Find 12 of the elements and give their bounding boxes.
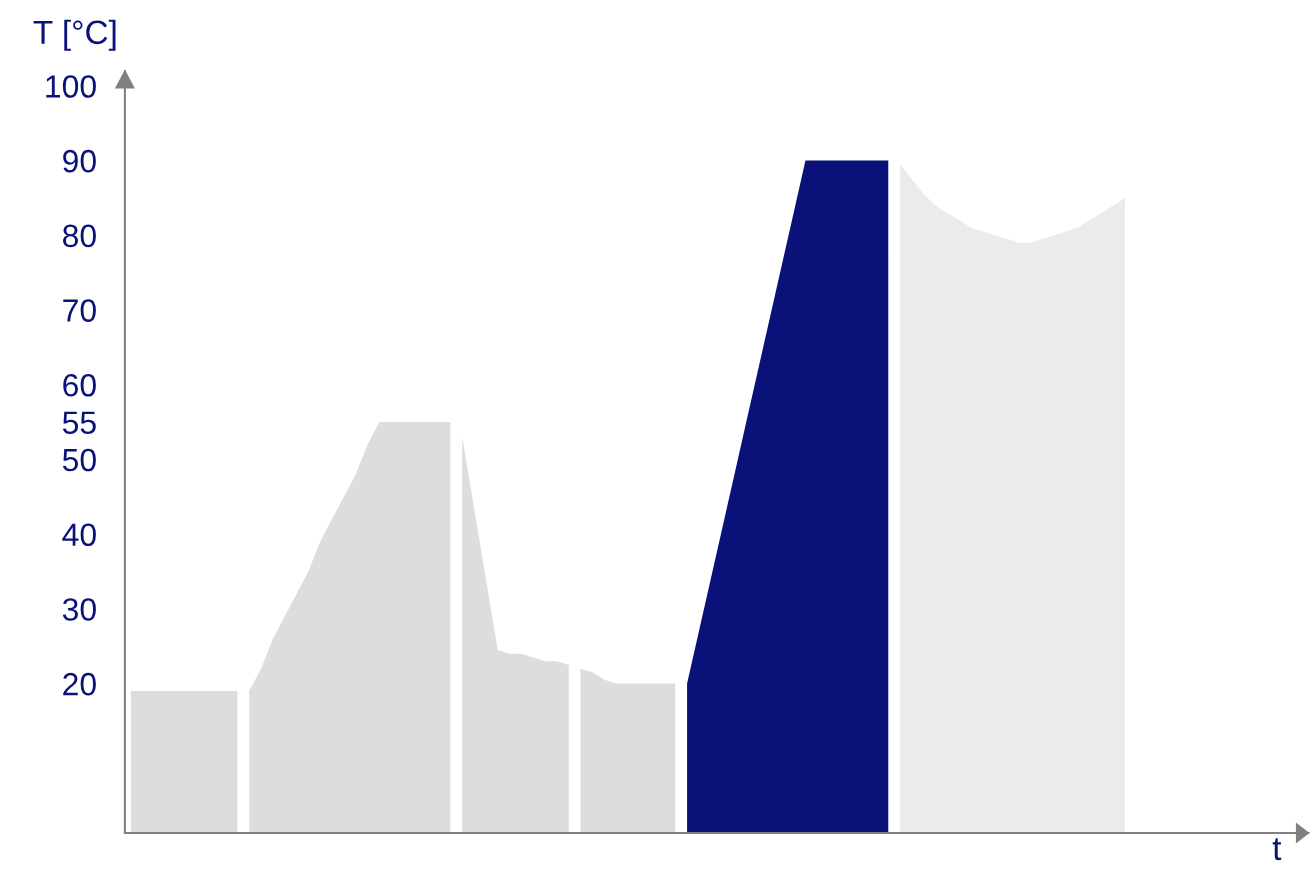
x-axis-title: t <box>1272 838 1282 861</box>
y-tick-label: 70 <box>63 299 96 322</box>
y-tick-label: 90 <box>63 149 96 173</box>
y-tick-label: 60 <box>63 373 96 397</box>
y-tick-label: 50 <box>62 448 96 472</box>
y-tick-label: 80 <box>63 224 96 248</box>
y-tick-label: 30 <box>62 598 96 621</box>
y-axis-title: T [°C] <box>33 19 116 51</box>
y-tick-label: 100 <box>46 75 96 98</box>
y-tick-label: 55 <box>62 411 96 434</box>
y-tick-label: 40 <box>62 523 96 547</box>
y-tick-label: 20 <box>63 672 96 696</box>
